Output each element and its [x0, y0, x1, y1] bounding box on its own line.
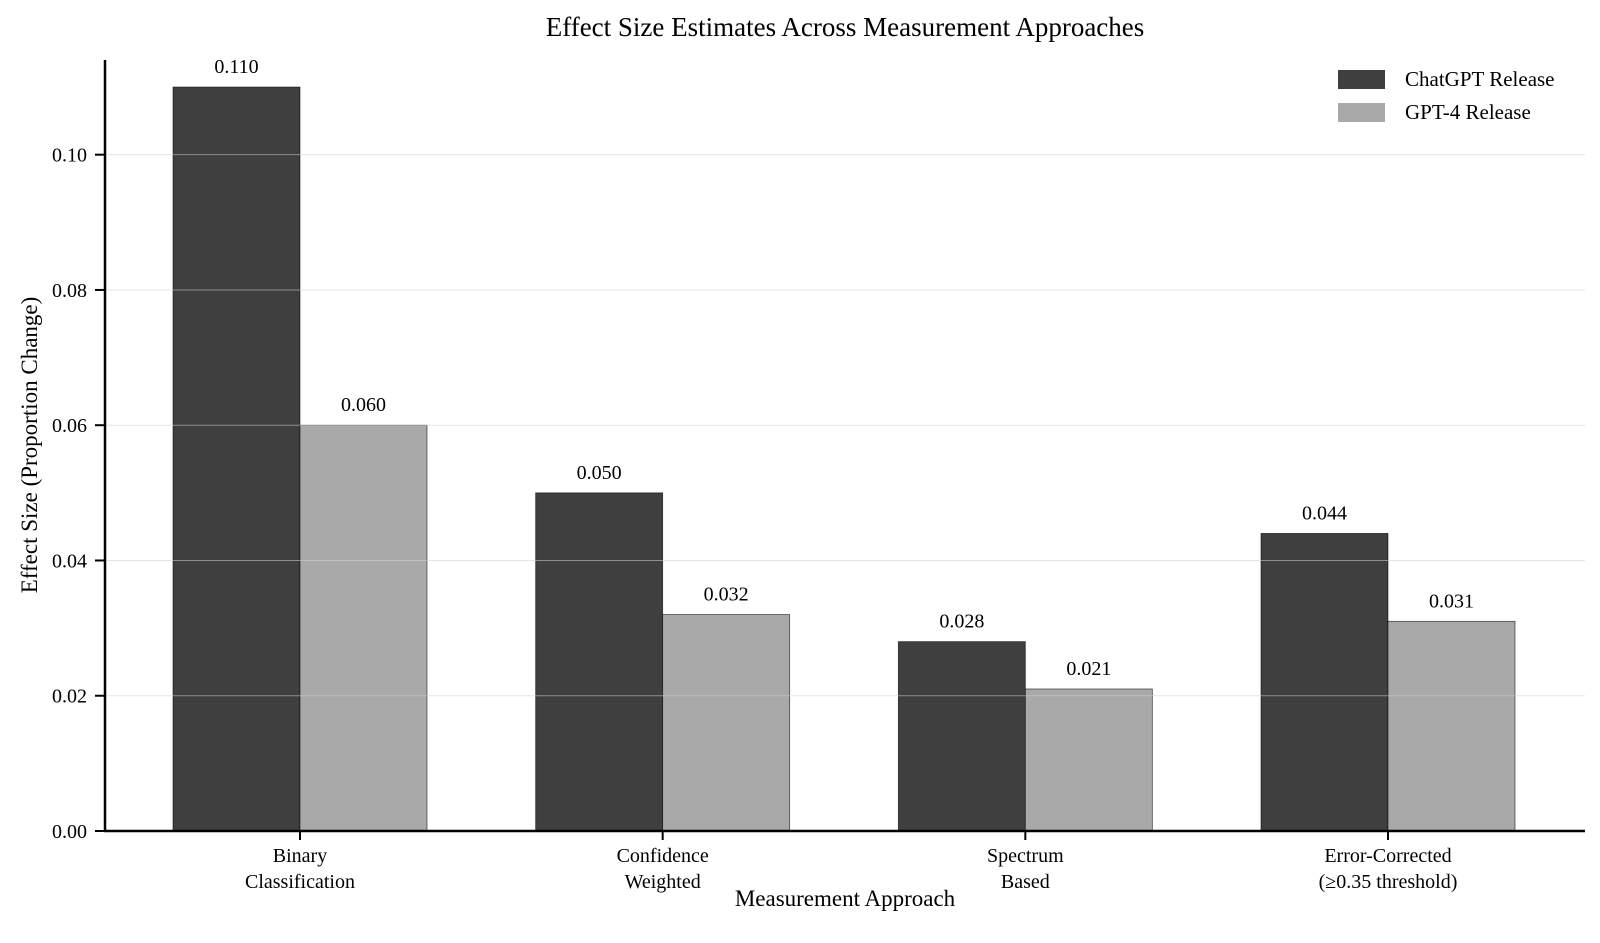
bar	[662, 614, 791, 832]
y-tick-label: 0.00	[52, 821, 87, 843]
x-tick-label: Error-Corrected	[1324, 845, 1451, 867]
x-axis-title: Measurement Approach	[734, 886, 956, 911]
legend-label-gpt4: GPT-4 Release	[1405, 99, 1531, 124]
x-tick-label: Based	[1001, 871, 1050, 893]
value-label: 0.110	[214, 56, 258, 78]
y-tick-label: 0.02	[52, 686, 87, 708]
x-tick-label: Binary	[273, 845, 327, 867]
x-tick-label: Confidence	[617, 845, 709, 867]
legend: ChatGPT Release GPT-4 Release	[1338, 67, 1555, 133]
value-label: 0.031	[1429, 590, 1474, 612]
bar	[1260, 533, 1389, 832]
y-axis-title: Effect Size (Proportion Change)	[17, 296, 42, 594]
value-label: 0.021	[1066, 658, 1111, 680]
x-tick-label: Weighted	[625, 871, 701, 893]
value-label: 0.044	[1302, 502, 1347, 524]
legend-swatch-gpt4	[1338, 102, 1385, 122]
value-label: 0.060	[341, 394, 386, 416]
value-label: 0.028	[939, 611, 984, 633]
bar	[897, 641, 1026, 832]
x-tick-label: Classification	[245, 871, 355, 893]
legend-label-chatgpt: ChatGPT Release	[1405, 66, 1555, 91]
legend-row: GPT-4 Release	[1338, 100, 1555, 124]
y-tick-label: 0.10	[52, 145, 87, 167]
bar	[1024, 688, 1153, 832]
legend-swatch-chatgpt	[1338, 69, 1385, 89]
x-tick-label: (≥0.35 threshold)	[1319, 871, 1458, 893]
bar	[535, 492, 664, 832]
chart-title: Effect Size Estimates Across Measurement…	[545, 12, 1145, 42]
bar	[299, 424, 428, 832]
legend-row: ChatGPT Release	[1338, 67, 1555, 91]
bar	[1387, 620, 1516, 832]
y-tick-label: 0.04	[52, 550, 87, 572]
value-label: 0.050	[577, 462, 622, 484]
y-tick-label: 0.08	[52, 280, 87, 302]
value-label: 0.032	[704, 584, 749, 606]
bar	[172, 86, 301, 832]
y-tick-label: 0.06	[52, 415, 87, 437]
x-tick-label: Spectrum	[987, 845, 1064, 867]
